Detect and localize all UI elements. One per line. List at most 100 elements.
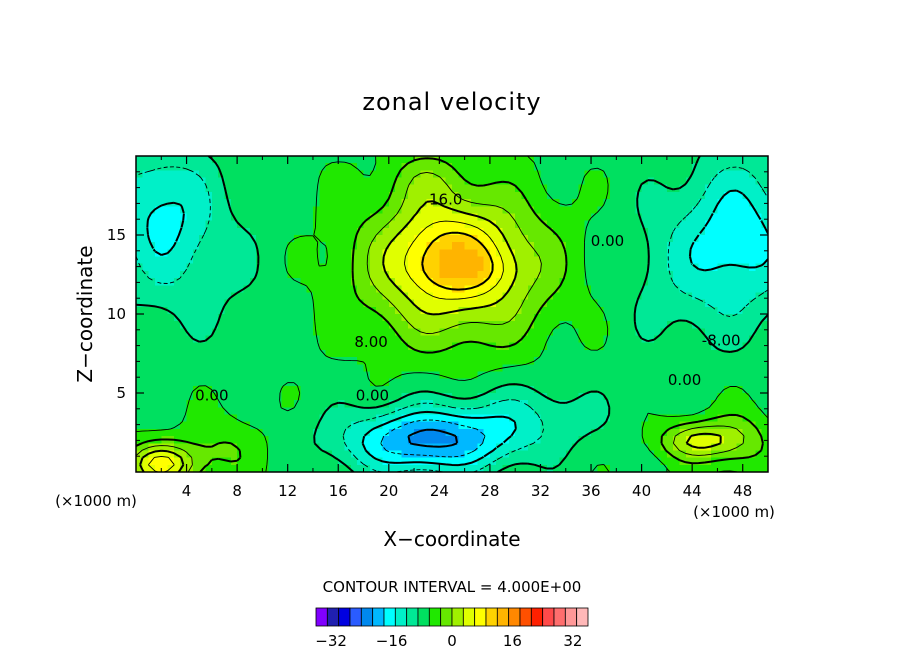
field-cell xyxy=(755,464,763,472)
field-cell xyxy=(369,464,377,472)
field-cell xyxy=(553,242,561,250)
field-cell xyxy=(685,263,693,272)
field-cell xyxy=(641,170,649,179)
field-cell xyxy=(546,242,554,250)
field-cell xyxy=(439,184,447,193)
field-cell xyxy=(559,199,567,207)
field-cell xyxy=(300,156,308,164)
field-cell xyxy=(578,436,586,444)
field-cell xyxy=(211,364,219,373)
field-cell xyxy=(148,314,156,322)
field-cell xyxy=(553,249,561,258)
field-cell xyxy=(243,436,251,444)
field-cell xyxy=(616,199,624,207)
field-cell xyxy=(635,299,643,308)
field-cell xyxy=(369,357,377,365)
field-cell xyxy=(591,450,598,459)
field-cell xyxy=(433,191,440,200)
field-cell xyxy=(666,421,674,430)
field-cell xyxy=(553,177,561,186)
field-cell xyxy=(515,213,523,222)
field-cell xyxy=(622,464,630,472)
field-cell xyxy=(294,407,301,416)
field-cell xyxy=(173,357,181,365)
field-cell xyxy=(363,407,371,416)
field-cell xyxy=(167,393,175,401)
field-cell xyxy=(502,220,510,229)
field-cell xyxy=(224,177,232,186)
field-cell xyxy=(312,421,320,430)
field-cell xyxy=(502,249,510,258)
field-cell xyxy=(420,199,428,207)
field-cell xyxy=(508,199,516,207)
field-cell xyxy=(534,328,542,337)
field-cell xyxy=(439,227,447,236)
field-cell xyxy=(489,349,497,358)
field-cell xyxy=(192,206,200,215)
field-cell xyxy=(736,242,744,250)
field-cell xyxy=(496,443,504,452)
field-cell xyxy=(382,206,390,215)
field-cell xyxy=(218,464,226,472)
field-cell xyxy=(452,314,459,322)
field-cell xyxy=(452,400,459,408)
field-cell xyxy=(268,278,276,286)
field-cell xyxy=(357,299,365,308)
contour-label: 0.00 xyxy=(195,387,228,405)
field-cell xyxy=(730,278,737,286)
field-cell xyxy=(628,184,636,193)
field-cell xyxy=(357,156,365,164)
field-cell xyxy=(704,206,712,215)
field-cell xyxy=(761,450,768,459)
field-cell xyxy=(338,256,346,265)
field-cell xyxy=(142,220,150,229)
field-cell xyxy=(603,156,611,164)
field-cell xyxy=(666,249,674,258)
field-cell xyxy=(237,385,245,394)
field-cell xyxy=(565,177,573,186)
field-cell xyxy=(458,371,466,380)
field-cell xyxy=(243,371,251,380)
field-cell xyxy=(180,407,188,416)
field-cell xyxy=(635,314,643,322)
field-cell xyxy=(515,357,523,365)
field-cell xyxy=(300,400,308,408)
field-cell xyxy=(218,421,226,430)
field-cell xyxy=(363,170,371,179)
field-cell xyxy=(287,191,295,200)
field-cell xyxy=(243,357,251,365)
field-cell xyxy=(565,464,573,472)
field-cell xyxy=(616,371,624,380)
field-cell xyxy=(660,335,668,344)
field-cell xyxy=(211,285,219,294)
field-cell xyxy=(237,357,245,365)
field-cell xyxy=(199,177,207,186)
field-cell xyxy=(679,321,687,329)
field-cell xyxy=(666,263,674,272)
field-cell xyxy=(622,342,630,351)
field-cell xyxy=(546,199,554,207)
field-cell xyxy=(281,349,289,358)
field-cell xyxy=(742,256,750,265)
field-cell xyxy=(319,357,327,365)
field-cell xyxy=(717,428,725,437)
field-cell xyxy=(660,199,668,207)
field-cell xyxy=(452,249,459,258)
field-cell xyxy=(268,385,276,394)
field-cell xyxy=(508,170,516,179)
field-cell xyxy=(704,414,712,423)
field-cell xyxy=(470,306,478,315)
field-cell xyxy=(256,285,263,294)
field-cell xyxy=(527,256,535,265)
field-cell xyxy=(312,292,320,301)
field-cell xyxy=(584,328,592,337)
field-cell xyxy=(508,242,516,250)
field-cell xyxy=(199,227,207,236)
field-cell xyxy=(666,156,674,164)
field-cell xyxy=(167,464,175,472)
field-cell xyxy=(407,256,415,265)
field-cell xyxy=(546,184,554,193)
field-cell xyxy=(395,364,403,373)
field-cell xyxy=(382,278,390,286)
field-cell xyxy=(173,443,181,452)
